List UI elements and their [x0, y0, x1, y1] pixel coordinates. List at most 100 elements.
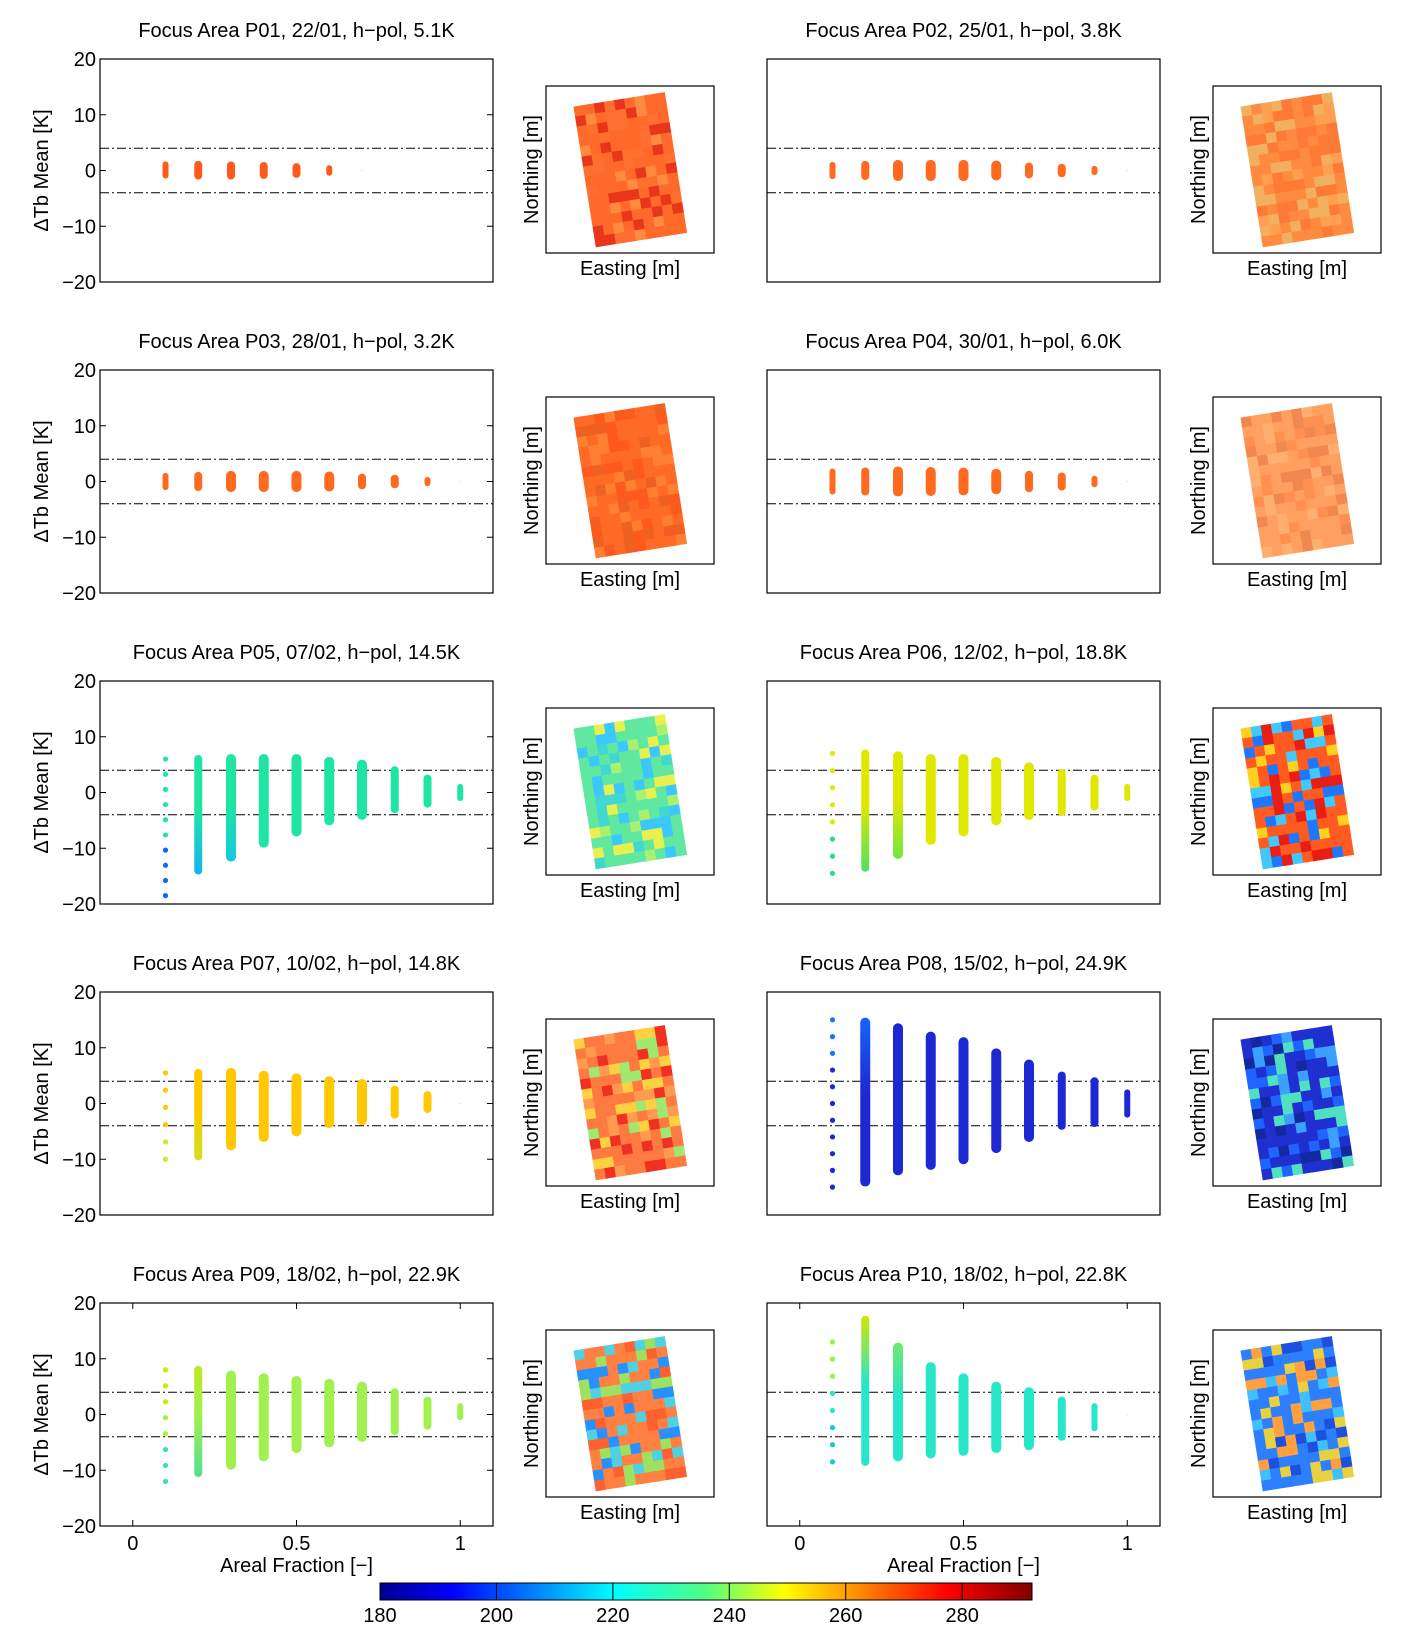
map-cell: [629, 1131, 642, 1144]
map-cell: [1333, 1105, 1347, 1118]
map-cell: [1303, 488, 1316, 501]
map-cell: [1256, 1138, 1269, 1151]
map-cell: [658, 433, 672, 446]
map-cell: [1338, 824, 1351, 837]
map-cell: [1335, 1426, 1348, 1439]
map-cell: [1276, 1445, 1289, 1459]
map-cell: [1318, 516, 1331, 529]
map-cell: [605, 1354, 618, 1367]
map-cell: [593, 1034, 606, 1047]
map-x-label: Easting [m]: [580, 569, 680, 591]
map-cell: [1293, 1422, 1306, 1435]
map-cell: [612, 221, 625, 235]
map-cell: [592, 847, 605, 860]
map-cell: [635, 105, 648, 118]
data-point: [829, 1050, 836, 1056]
y-tick-label: 10: [74, 1038, 96, 1060]
map-cell: [640, 446, 653, 459]
map-cell: [582, 476, 596, 489]
map-cell: [1313, 486, 1326, 499]
map-cell: [628, 188, 641, 201]
data-point: [829, 836, 836, 842]
map-cell: [623, 1029, 637, 1043]
data-point: [258, 754, 269, 848]
data-point: [162, 1367, 169, 1373]
map-cell: [636, 177, 649, 190]
map-cell: [1328, 825, 1341, 839]
map-cell: [666, 1105, 680, 1118]
map-cell: [1285, 1123, 1298, 1136]
map-cell: [642, 1461, 656, 1474]
data-point: [829, 802, 836, 808]
map-cell: [1253, 1429, 1266, 1442]
map-cell: [653, 1397, 666, 1410]
map-footprint: [573, 714, 688, 870]
map-cell: [645, 165, 658, 178]
map-cell: [1296, 1131, 1309, 1144]
map-cell: [1252, 113, 1265, 126]
map-cell: [1303, 799, 1316, 812]
map-cell: [630, 136, 643, 150]
data-point: [958, 754, 969, 837]
map-cell: [1299, 529, 1313, 542]
map-cell: [1315, 123, 1329, 136]
map-cell: [640, 1068, 653, 1081]
map-cell: [1287, 1382, 1300, 1395]
map-cell: [1253, 434, 1266, 447]
map-cell: [632, 840, 646, 853]
map-cell: [645, 1098, 658, 1111]
map-cell: [606, 1114, 619, 1128]
map-cell: [1301, 539, 1314, 552]
scatter-panel-2: Focus Area P02, 25/01, h−pol, 3.8K: [766, 20, 1161, 283]
map-cell: [1291, 168, 1305, 181]
map-cell: [1298, 768, 1312, 782]
map-cell: [1340, 1456, 1353, 1469]
map-cell: [1281, 542, 1294, 556]
map-cell: [1254, 506, 1267, 519]
map-cell: [583, 725, 596, 738]
map-cell: [665, 1095, 678, 1108]
map-cell: [660, 443, 673, 456]
map-cell: [1280, 1342, 1294, 1355]
map-cell: [610, 140, 623, 153]
map-cell: [1263, 183, 1276, 196]
map-cell: [1297, 1380, 1310, 1394]
map-cell: [1250, 725, 1263, 738]
map-cell: [654, 1336, 667, 1349]
colorbar-tick-label: 260: [829, 1605, 862, 1627]
map-cell: [1284, 1051, 1297, 1064]
map-cell: [658, 805, 671, 819]
map-cell: [598, 1064, 611, 1077]
map-cell: [1305, 436, 1319, 449]
map-cell: [628, 1370, 641, 1384]
map-cell: [1321, 1469, 1334, 1482]
map-cell: [1265, 1064, 1278, 1077]
y-tick-label: −10: [62, 216, 96, 238]
map-cell: [1256, 205, 1269, 218]
data-point: [829, 1339, 836, 1345]
map-cell: [611, 1394, 624, 1407]
map-cell: [613, 1031, 627, 1044]
map-cell: [582, 165, 596, 178]
map-cell: [1305, 187, 1318, 200]
map-cell: [637, 737, 650, 750]
map-cell: [1245, 756, 1258, 770]
map-cell: [1285, 1372, 1298, 1385]
map-cell: [1298, 1390, 1312, 1404]
data-point: [1091, 1403, 1098, 1432]
map-cell: [583, 414, 596, 427]
map-cell: [1325, 805, 1338, 819]
map-cell: [643, 466, 656, 479]
map-cell: [589, 1138, 602, 1151]
map-cell: [656, 1106, 670, 1120]
data-point: [991, 1048, 1002, 1154]
map-cell: [661, 825, 674, 839]
map-cell: [1323, 1106, 1337, 1120]
map-cell: [1262, 1044, 1275, 1057]
map-cell: [1335, 493, 1348, 506]
map-cell: [1335, 1115, 1348, 1128]
map-cell: [623, 1402, 636, 1415]
map-cell: [581, 776, 594, 790]
map-cell: [1318, 1138, 1331, 1151]
map-cell: [611, 150, 624, 163]
